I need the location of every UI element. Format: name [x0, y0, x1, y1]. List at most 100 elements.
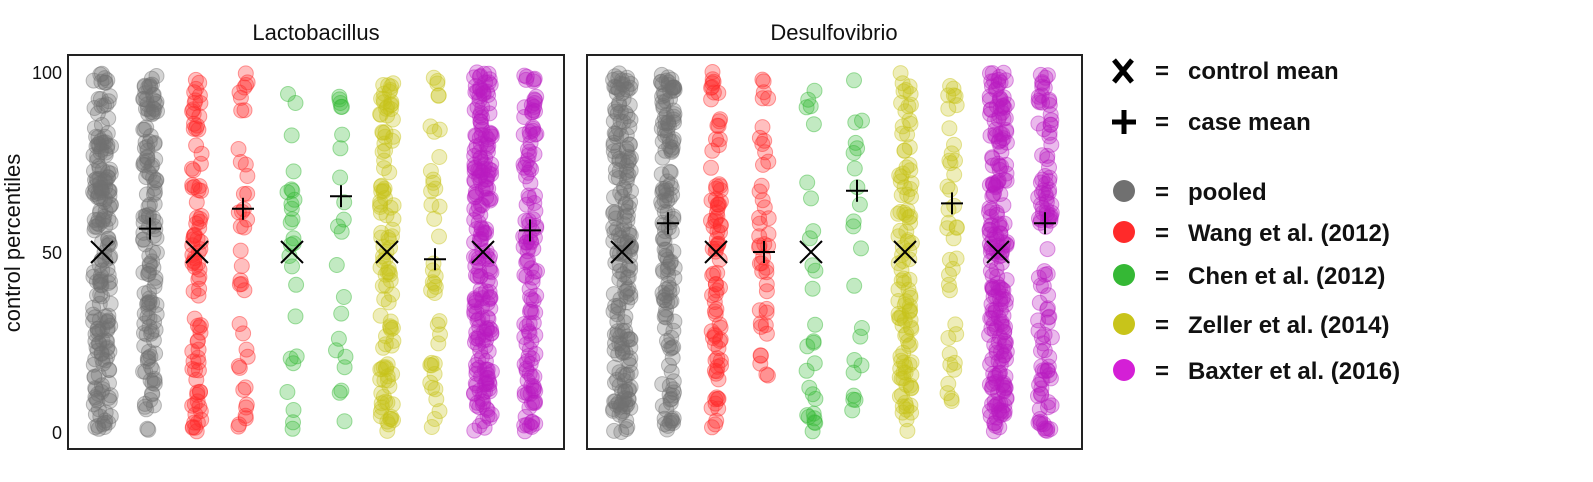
data-point-baxter-et-al-2016-case: [516, 109, 533, 125]
data-point-wang-et-al-2012-control: [184, 343, 201, 360]
data-point-pooled-control: [99, 333, 116, 350]
data-point-pooled-case: [144, 386, 161, 403]
data-point-pooled-control: [93, 73, 110, 90]
data-point-pooled-case: [658, 401, 675, 418]
data-point-pooled-control: [92, 202, 109, 219]
data-point-pooled-case: [654, 76, 671, 93]
data-point-wang-et-al-2012-control: [703, 399, 720, 416]
data-point-zeller-et-al-2014-case: [428, 391, 445, 408]
data-point-pooled-case: [146, 196, 163, 213]
data-point-baxter-et-al-2016-case: [524, 104, 541, 120]
data-point-wang-et-al-2012-control: [193, 208, 210, 224]
data-point-zeller-et-al-2014-control: [373, 177, 390, 194]
data-point-pooled-case: [146, 372, 163, 389]
data-point-pooled-case: [140, 164, 157, 181]
data-point-pooled-control: [617, 398, 634, 415]
data-point-chen-et-al-2012-control: [285, 163, 302, 180]
data-point-baxter-et-al-2016-case: [1032, 416, 1049, 433]
data-point-baxter-et-al-2016-control: [476, 361, 493, 378]
panel-title-desulfovibrio: Desulfovibrio: [770, 20, 897, 45]
data-point-zeller-et-al-2014-case: [424, 379, 441, 396]
data-point-pooled-case: [146, 101, 163, 118]
data-point-pooled-control: [619, 82, 636, 98]
data-point-pooled-control: [613, 337, 630, 354]
data-point-pooled-control: [617, 284, 634, 300]
data-point-wang-et-al-2012-control: [191, 261, 208, 278]
data-point-baxter-et-al-2016-control: [468, 330, 485, 347]
data-point-wang-et-al-2012-case: [758, 304, 775, 321]
data-point-wang-et-al-2012-case: [758, 264, 775, 281]
data-point-wang-et-al-2012-control: [193, 145, 210, 162]
data-point-pooled-control: [617, 383, 634, 400]
data-point-wang-et-al-2012-case: [237, 379, 254, 396]
data-point-baxter-et-al-2016-case: [1039, 151, 1056, 168]
data-point-baxter-et-al-2016-control: [473, 127, 490, 143]
data-point-chen-et-al-2012-case: [333, 223, 350, 240]
data-point-pooled-control: [93, 377, 110, 394]
legend-x-icon: [1112, 58, 1134, 84]
data-point-zeller-et-al-2014-control: [902, 86, 919, 102]
data-point-pooled-case: [658, 182, 675, 199]
data-point-baxter-et-al-2016-control: [468, 221, 485, 237]
data-point-pooled-case: [148, 230, 165, 246]
data-point-pooled-control: [619, 169, 636, 186]
data-point-baxter-et-al-2016-case: [527, 345, 544, 362]
data-point-wang-et-al-2012-control: [707, 286, 724, 303]
data-point-pooled-control: [86, 163, 102, 179]
data-point-chen-et-al-2012-control: [803, 190, 819, 207]
data-point-pooled-case: [656, 87, 673, 103]
data-point-zeller-et-al-2014-control: [372, 204, 389, 221]
data-point-pooled-case: [144, 361, 161, 378]
data-point-baxter-et-al-2016-control: [478, 370, 495, 386]
legend-item-baxter-et-al-2016: = Baxter et al. (2016): [1113, 358, 1400, 385]
data-point-wang-et-al-2012-control: [192, 384, 208, 400]
data-point-wang-et-al-2012-case: [758, 366, 775, 383]
data-point-baxter-et-al-2016-control: [470, 352, 487, 369]
data-point-pooled-control: [88, 128, 105, 145]
data-point-zeller-et-al-2014-case: [425, 174, 442, 191]
data-point-baxter-et-al-2016-control: [477, 383, 493, 400]
data-point-zeller-et-al-2014-case: [945, 87, 962, 104]
data-point-zeller-et-al-2014-control: [379, 413, 396, 430]
data-point-pooled-case: [659, 192, 676, 209]
data-point-pooled-control: [89, 287, 105, 304]
data-point-baxter-et-al-2016-control: [998, 389, 1015, 406]
data-point-wang-et-al-2012-control: [707, 352, 724, 369]
data-point-baxter-et-al-2016-control: [471, 399, 488, 416]
data-point-pooled-control: [89, 172, 106, 188]
data-point-pooled-case: [146, 180, 163, 197]
data-point-wang-et-al-2012-control: [703, 91, 720, 108]
data-point-wang-et-al-2012-case: [230, 141, 247, 157]
data-point-chen-et-al-2012-case: [853, 357, 870, 374]
data-point-zeller-et-al-2014-control: [897, 364, 914, 381]
data-point-pooled-control: [86, 120, 103, 137]
data-point-baxter-et-al-2016-control: [480, 161, 497, 178]
data-point-baxter-et-al-2016-control: [482, 290, 499, 307]
data-point-zeller-et-al-2014-control: [898, 411, 915, 428]
data-point-pooled-control: [93, 345, 110, 362]
data-point-baxter-et-al-2016-case: [1034, 78, 1051, 95]
data-point-zeller-et-al-2014-case: [940, 375, 957, 392]
data-point-pooled-control: [618, 140, 635, 157]
legend-label-case-mean: case mean: [1188, 109, 1311, 136]
data-point-pooled-control: [85, 268, 102, 285]
data-point-zeller-et-al-2014-control: [382, 272, 399, 289]
data-point-pooled-control: [611, 271, 628, 287]
data-point-zeller-et-al-2014-case: [427, 381, 444, 398]
data-point-zeller-et-al-2014-control: [382, 319, 399, 336]
data-point-zeller-et-al-2014-control: [890, 305, 907, 322]
data-point-zeller-et-al-2014-case: [940, 214, 957, 231]
data-point-zeller-et-al-2014-control: [379, 356, 396, 373]
data-point-chen-et-al-2012-case: [845, 391, 862, 408]
data-point-baxter-et-al-2016-case: [516, 384, 533, 401]
data-point-wang-et-al-2012-control: [186, 414, 203, 431]
data-point-zeller-et-al-2014-case: [945, 80, 962, 97]
data-point-pooled-control: [606, 189, 622, 206]
case-mean-marker-zeller-et-al-2014: [424, 248, 446, 271]
data-point-wang-et-al-2012-control: [184, 160, 200, 177]
data-point-pooled-control: [617, 367, 634, 384]
data-point-pooled-case: [665, 373, 682, 390]
data-point-pooled-case: [656, 241, 673, 258]
data-point-pooled-control: [88, 170, 105, 187]
data-point-pooled-control: [620, 391, 637, 408]
